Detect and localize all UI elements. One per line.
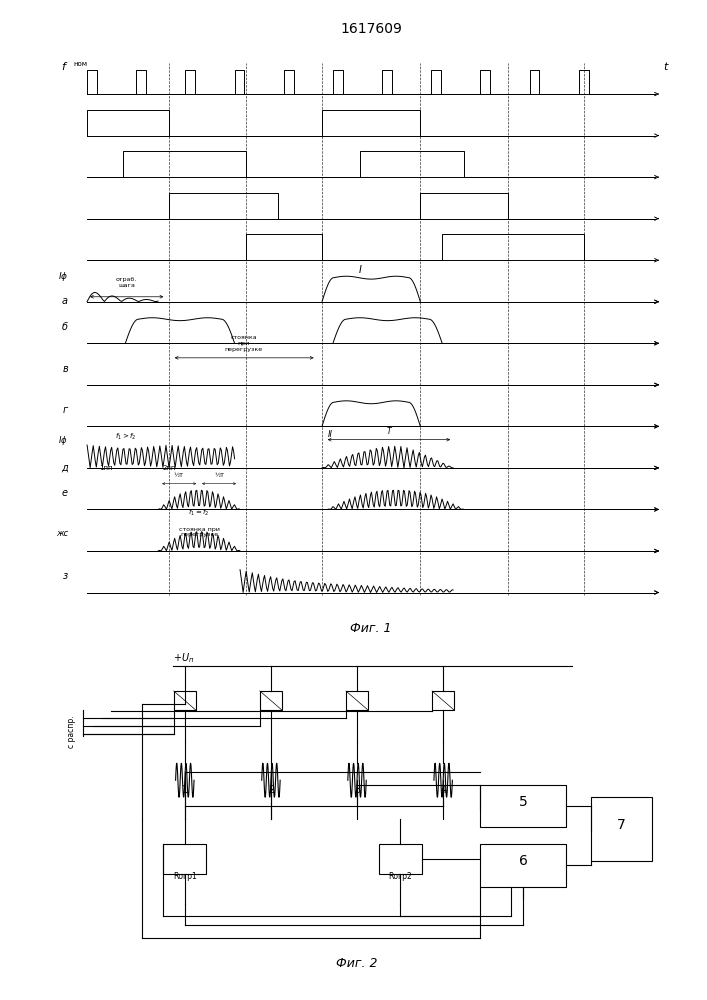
Text: с распр.: с распр. (66, 716, 76, 748)
Bar (174, 691, 196, 710)
Text: б: б (62, 322, 68, 332)
Text: 5: 5 (519, 795, 527, 809)
Text: стоянка
при
перегрузке: стоянка при перегрузке (225, 335, 263, 352)
Text: 2пп: 2пп (163, 465, 176, 471)
Text: 6: 6 (519, 854, 527, 868)
Text: 1617609: 1617609 (340, 22, 402, 36)
Text: $I\phi$: $I\phi$ (58, 434, 68, 447)
Bar (163, 844, 206, 874)
Bar (591, 797, 653, 861)
Text: Rогр2: Rогр2 (388, 872, 412, 881)
Text: д: д (62, 462, 68, 472)
Text: $t$: $t$ (663, 60, 670, 72)
Text: е: е (62, 488, 68, 498)
Text: 1: 1 (182, 785, 188, 795)
Text: Фиг. 1: Фиг. 1 (351, 622, 392, 635)
Bar (480, 784, 566, 827)
Bar (260, 691, 282, 710)
Bar (432, 691, 454, 710)
Text: 4: 4 (440, 785, 446, 795)
Text: з: з (63, 571, 68, 581)
Text: T: T (386, 427, 391, 436)
Bar (378, 844, 421, 874)
Text: ½T: ½T (174, 473, 184, 478)
Text: $+U_п$: $+U_п$ (173, 651, 194, 665)
Text: $I\phi$: $I\phi$ (58, 270, 68, 283)
Text: $f_1>f_2$: $f_1>f_2$ (115, 432, 136, 442)
Text: 7: 7 (617, 818, 626, 832)
Text: стоянка при
перегрузке: стоянка при перегрузке (179, 527, 219, 537)
Text: 2: 2 (268, 785, 274, 795)
Text: Rогр1: Rогр1 (173, 872, 197, 881)
Bar (480, 844, 566, 886)
Text: $f_1=f_2$: $f_1=f_2$ (188, 507, 210, 518)
Text: ном: ном (74, 61, 88, 67)
Text: II: II (328, 430, 333, 439)
Text: 3: 3 (354, 785, 360, 795)
Text: $f$: $f$ (61, 60, 68, 72)
Text: ½T: ½T (214, 473, 224, 478)
Bar (346, 691, 368, 710)
Text: г: г (63, 405, 68, 415)
Text: 1пп: 1пп (100, 465, 113, 471)
Text: Фиг. 2: Фиг. 2 (337, 957, 378, 970)
Text: I: I (359, 265, 362, 275)
Text: в: в (62, 364, 68, 374)
Text: отраб.
шага: отраб. шага (116, 277, 137, 288)
Text: жс: жс (56, 529, 68, 538)
Text: а: а (62, 296, 68, 306)
